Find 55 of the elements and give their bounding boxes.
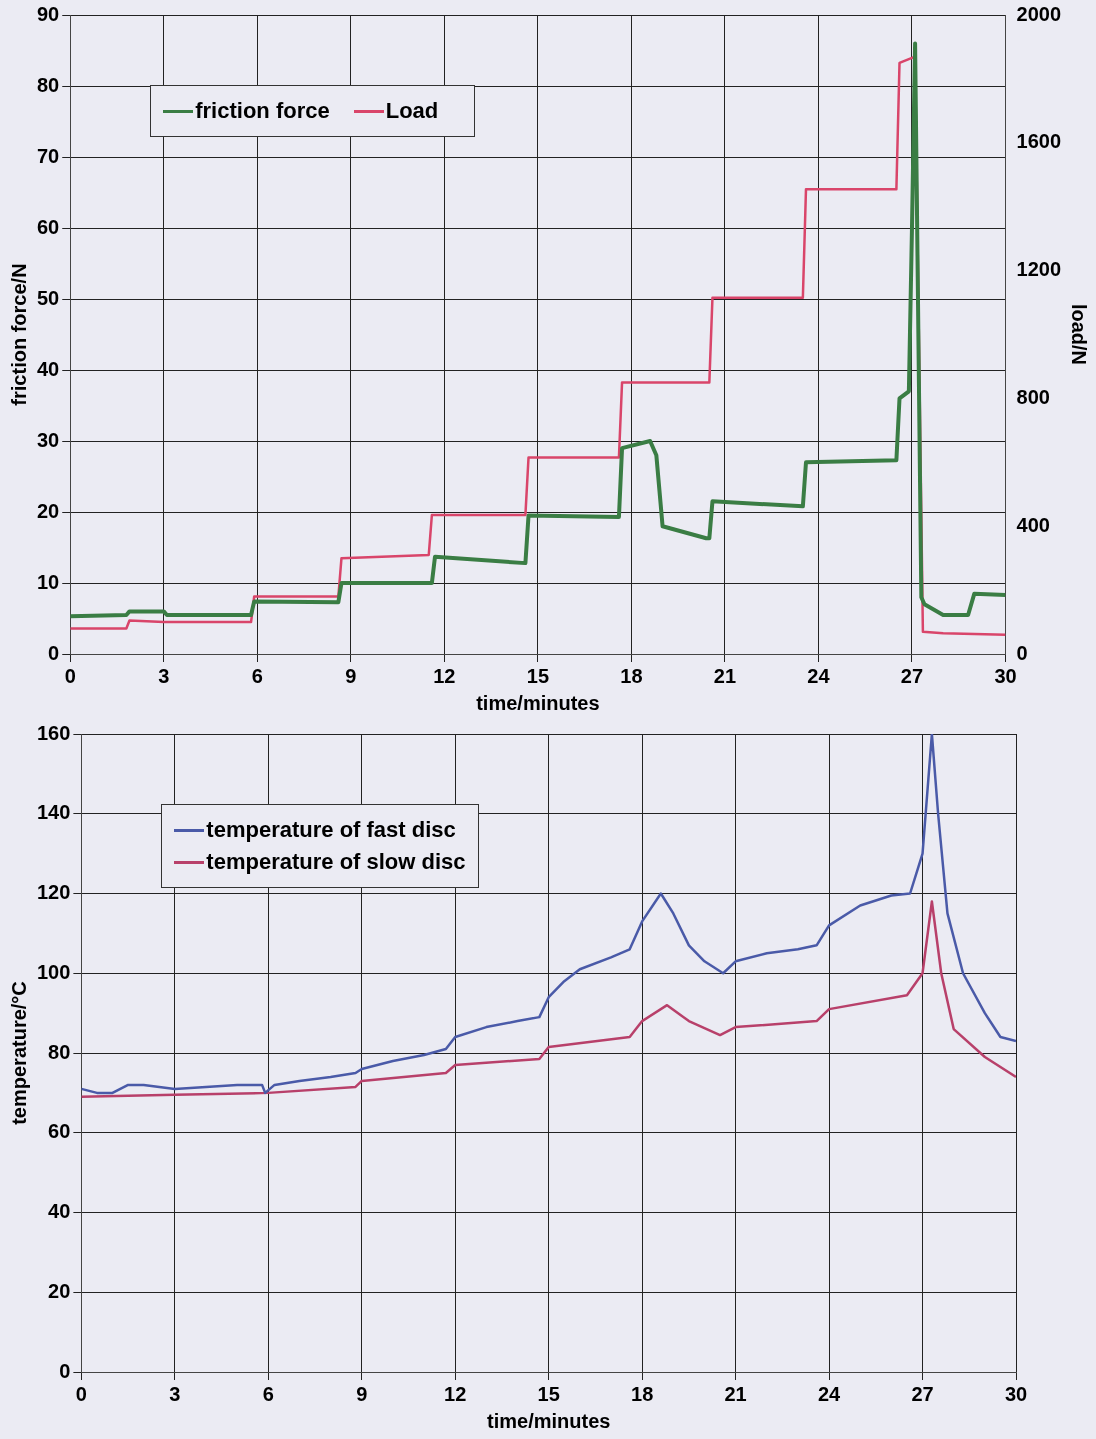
y-tick-label: 30 bbox=[37, 428, 60, 451]
y-tick-label: 80 bbox=[48, 1040, 71, 1063]
x-tick-label: 12 bbox=[444, 1382, 467, 1405]
y-tick-label: 120 bbox=[36, 881, 71, 904]
y-tick-label: 140 bbox=[36, 801, 71, 824]
x-tick-label: 9 bbox=[356, 1382, 368, 1405]
y-tick-label: 40 bbox=[37, 357, 60, 380]
y2-tick-label: 0 bbox=[1016, 641, 1028, 664]
y-tick-label: 100 bbox=[36, 960, 71, 983]
y2-tick-label: 400 bbox=[1016, 513, 1050, 536]
y-tick-label: 70 bbox=[37, 144, 60, 167]
x-tick-label: 21 bbox=[724, 1382, 747, 1405]
x-tick-label: 27 bbox=[911, 1382, 934, 1405]
legend-label: temperature of fast disc bbox=[206, 817, 456, 843]
y2-axis-title: load/N bbox=[1068, 303, 1091, 366]
y2-tick-label: 1200 bbox=[1016, 258, 1062, 281]
legend-label: friction force bbox=[195, 98, 330, 124]
x-tick-label: 9 bbox=[345, 664, 357, 687]
y-tick-label: 0 bbox=[48, 641, 60, 664]
y-tick-label: 20 bbox=[37, 499, 60, 522]
y2-tick-label: 800 bbox=[1016, 385, 1050, 408]
y-tick-label: 40 bbox=[48, 1200, 71, 1223]
x-tick-label: 6 bbox=[251, 664, 263, 687]
y-tick-label: 160 bbox=[36, 721, 71, 744]
x-tick-label: 3 bbox=[158, 664, 170, 687]
x-tick-label: 18 bbox=[631, 1382, 654, 1405]
y-tick-label: 60 bbox=[37, 215, 60, 238]
x-tick-label: 6 bbox=[262, 1382, 274, 1405]
y-tick-label: 10 bbox=[37, 570, 60, 593]
y-tick-label: 60 bbox=[48, 1120, 71, 1143]
x-tick-label: 18 bbox=[620, 664, 643, 687]
x-tick-label: 24 bbox=[807, 664, 831, 687]
legend-label: temperature of slow disc bbox=[206, 849, 466, 875]
x-tick-label: 15 bbox=[537, 1382, 560, 1405]
y-tick-label: 90 bbox=[37, 2, 60, 25]
x-axis-title: time/minutes bbox=[476, 691, 600, 714]
y-axis-title: friction force/N bbox=[7, 263, 30, 406]
y2-tick-label: 2000 bbox=[1016, 2, 1062, 25]
x-tick-label: 21 bbox=[713, 664, 737, 687]
y-tick-label: 80 bbox=[37, 73, 60, 96]
y-tick-label: 20 bbox=[48, 1279, 71, 1302]
x-tick-label: 3 bbox=[169, 1382, 181, 1405]
x-tick-label: 15 bbox=[526, 664, 549, 687]
y-tick-label: 0 bbox=[59, 1359, 71, 1382]
x-tick-label: 27 bbox=[900, 664, 924, 687]
y-axis-title: temperature/°C bbox=[7, 981, 30, 1125]
x-axis-title: time/minutes bbox=[487, 1409, 611, 1432]
x-tick-label: 12 bbox=[433, 664, 456, 687]
x-tick-label: 30 bbox=[1004, 1382, 1028, 1405]
x-tick-label: 24 bbox=[817, 1382, 842, 1405]
y2-tick-label: 1600 bbox=[1016, 130, 1062, 153]
legend-label: Load bbox=[385, 98, 439, 124]
x-tick-label: 0 bbox=[75, 1382, 87, 1405]
x-tick-label: 30 bbox=[994, 664, 1017, 687]
y-tick-label: 50 bbox=[37, 286, 60, 309]
